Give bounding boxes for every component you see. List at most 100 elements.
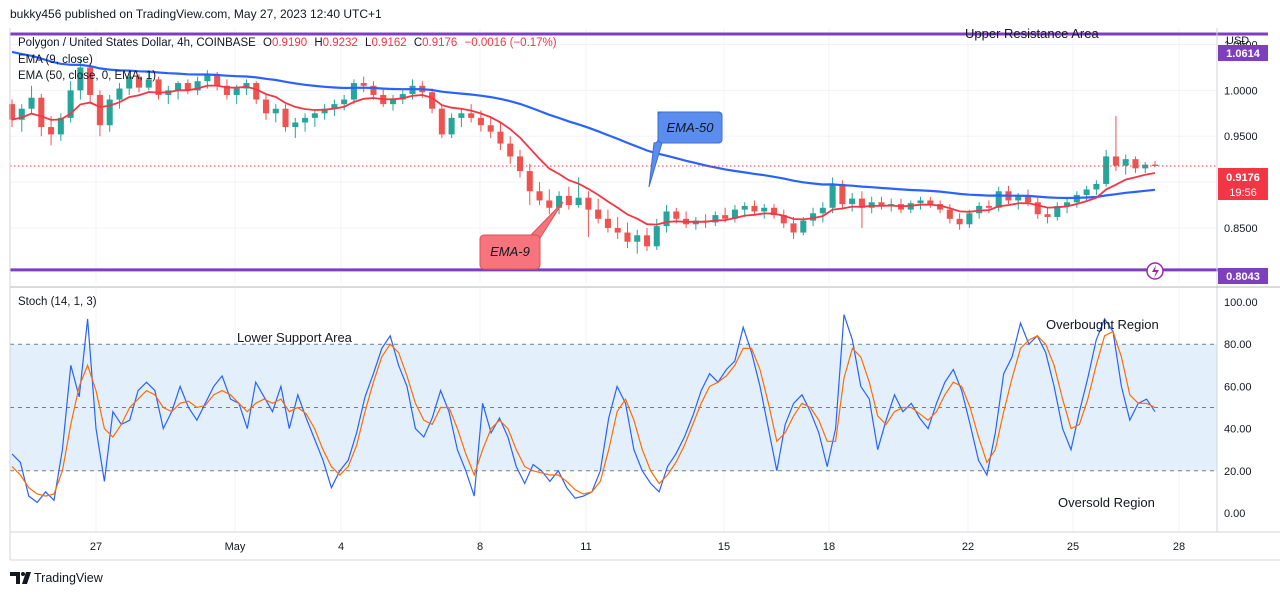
ema9-legend: EMA (9, close) bbox=[18, 54, 93, 66]
ema9-callout: EMA-9 bbox=[479, 201, 564, 270]
stoch-tick-label: 20.00 bbox=[1224, 466, 1252, 478]
candle-body bbox=[48, 127, 55, 135]
published-line: bukky456 published on TradingView.com, M… bbox=[10, 7, 382, 21]
price-change: −0.0016 (−0.17%) bbox=[465, 37, 557, 49]
candle-body bbox=[18, 108, 25, 120]
stoch-tick-label: 0.00 bbox=[1224, 508, 1245, 520]
level-lines bbox=[10, 32, 1268, 272]
candle-body bbox=[370, 85, 377, 95]
current-price-badge: 0.9176 19:56 bbox=[1218, 168, 1268, 200]
candle-body bbox=[262, 99, 270, 114]
candle-body bbox=[175, 83, 182, 91]
candle-body bbox=[536, 191, 543, 201]
candle-body bbox=[917, 200, 924, 204]
candle-body bbox=[184, 83, 191, 91]
stoch-axis: 100.00 80.00 60.00 40.00 20.00 0.00 bbox=[1224, 297, 1258, 520]
candle-body bbox=[1132, 159, 1139, 169]
time-tick-label: 28 bbox=[1173, 541, 1185, 553]
candle-body bbox=[556, 195, 563, 208]
symbol-label: Polygon / United States Dollar, 4h, COIN… bbox=[18, 37, 256, 49]
support-price: 0.8043 bbox=[1226, 271, 1260, 283]
candle-body bbox=[858, 198, 865, 208]
candle-body bbox=[722, 215, 729, 219]
stoch-k-line bbox=[11, 314, 1156, 504]
candle-body bbox=[878, 202, 885, 206]
candle-body bbox=[585, 197, 592, 210]
ema9-callout-text: EMA-9 bbox=[490, 244, 530, 259]
candle-body bbox=[1112, 156, 1119, 166]
candle-body bbox=[1083, 189, 1090, 195]
candle-body bbox=[106, 99, 113, 126]
candle-body bbox=[350, 83, 357, 100]
candle-body bbox=[87, 67, 94, 95]
candle-body bbox=[468, 113, 475, 118]
candle-body bbox=[272, 108, 279, 114]
candle-body bbox=[38, 97, 45, 128]
candle-body bbox=[937, 204, 944, 210]
price-tick-label: 0.9500 bbox=[1224, 131, 1258, 143]
candle-body bbox=[956, 218, 963, 225]
ema50-callout-text: EMA-50 bbox=[667, 120, 715, 135]
ema50-callout: EMA-50 bbox=[648, 111, 723, 188]
candle-body bbox=[1054, 205, 1061, 217]
candle-body bbox=[575, 197, 582, 206]
ohlc-open: 0.9190 bbox=[272, 37, 307, 49]
stoch-tick-label: 80.00 bbox=[1224, 339, 1252, 351]
overbought-label: Overbought Region bbox=[1046, 317, 1159, 332]
candle-body bbox=[995, 191, 1002, 208]
candle-body bbox=[1151, 164, 1159, 166]
candle-body bbox=[1064, 202, 1071, 206]
ema50-line bbox=[11, 50, 1156, 200]
candle-body bbox=[57, 117, 64, 135]
price-tick-label: 0.8500 bbox=[1224, 223, 1258, 235]
candle-body bbox=[135, 76, 143, 88]
time-tick-label: 4 bbox=[338, 541, 344, 553]
current-price: 0.9176 bbox=[1226, 172, 1260, 184]
candle-body bbox=[28, 97, 35, 109]
candle-body bbox=[731, 209, 738, 219]
candle-body bbox=[751, 205, 758, 212]
ohlc-close-label: C bbox=[414, 37, 422, 49]
candle-body bbox=[565, 195, 572, 206]
tradingview-logo[interactable]: TradingView bbox=[10, 571, 104, 585]
time-tick-label: 27 bbox=[90, 541, 102, 553]
time-tick-label: 8 bbox=[477, 541, 483, 553]
candle-body bbox=[810, 213, 817, 221]
candle-body bbox=[458, 113, 465, 118]
candle-body bbox=[829, 183, 836, 208]
candle-body bbox=[516, 156, 524, 172]
alert-clock-icon[interactable] bbox=[1146, 262, 1164, 280]
resistance-price-badge: 1.0614 bbox=[1218, 45, 1268, 61]
price-pane bbox=[10, 28, 1217, 283]
candle-body bbox=[302, 117, 309, 123]
candle-body bbox=[311, 113, 318, 118]
candle-body bbox=[1093, 183, 1100, 190]
candle-body bbox=[849, 198, 856, 205]
candle-body bbox=[145, 79, 152, 88]
candle-body bbox=[800, 220, 807, 233]
candle-body bbox=[487, 125, 494, 132]
ema9-line bbox=[11, 84, 1156, 226]
candle-body bbox=[321, 108, 328, 114]
candle-body bbox=[985, 205, 992, 208]
stoch-levels bbox=[10, 343, 1217, 472]
price-legend: Polygon / United States Dollar, 4h, COIN… bbox=[18, 37, 557, 82]
candle-body bbox=[243, 83, 250, 89]
lower-support-label: Lower Support Area bbox=[237, 330, 353, 345]
candle-body bbox=[1122, 159, 1129, 166]
candle-body bbox=[976, 205, 983, 214]
candle-body bbox=[360, 83, 367, 86]
time-tick-label: 15 bbox=[718, 541, 730, 553]
candle-body bbox=[341, 99, 348, 105]
ohlc-high-label: H bbox=[314, 37, 322, 49]
candle-body bbox=[497, 131, 504, 144]
time-tick-label: May bbox=[225, 541, 246, 553]
stoch-tick-label: 100.00 bbox=[1224, 297, 1258, 309]
time-tick-label: 18 bbox=[823, 541, 835, 553]
ohlc-low-label: L bbox=[365, 37, 372, 49]
candle-body bbox=[712, 215, 719, 223]
candle-body bbox=[214, 73, 221, 86]
time-tick-label: 11 bbox=[580, 541, 591, 553]
candle-body bbox=[624, 232, 631, 242]
